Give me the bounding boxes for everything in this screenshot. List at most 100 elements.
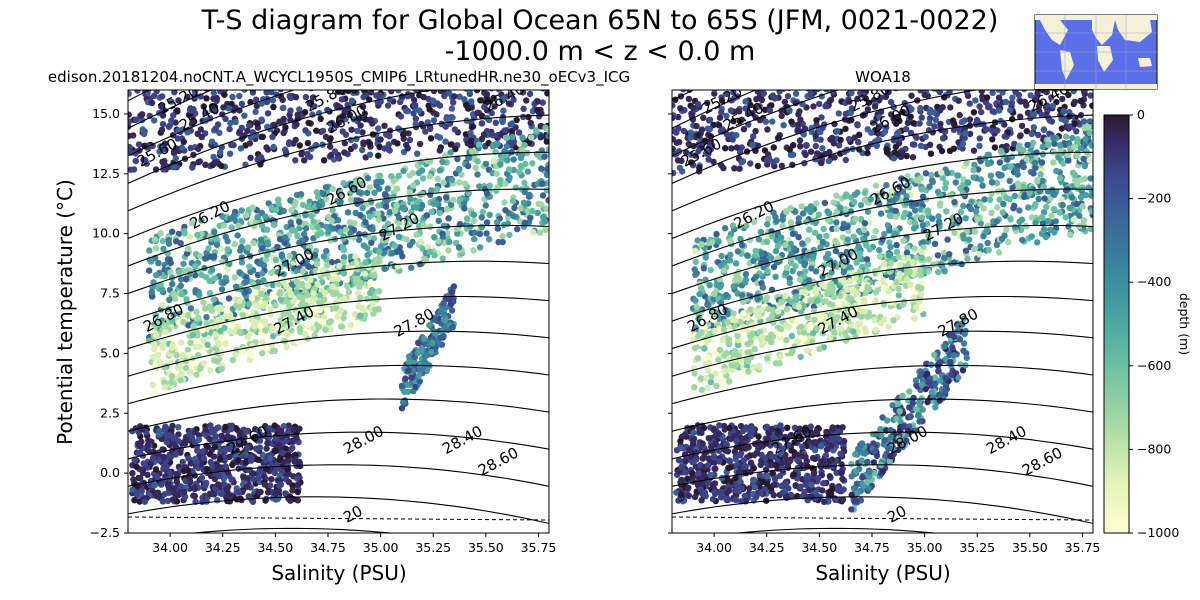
ts-point [371,271,378,279]
ts-point [979,182,986,189]
ts-point [364,251,371,259]
ts-point [274,243,281,251]
ts-point [257,260,264,267]
ts-point [696,76,702,82]
ts-point [193,443,201,450]
ts-point [214,497,221,504]
ts-point [192,359,200,367]
ts-point [917,60,923,66]
ts-point [173,238,180,245]
ts-point [133,463,140,471]
density-contour [128,260,549,322]
ts-point [445,247,452,254]
ts-point [451,126,459,133]
ts-point [448,105,456,112]
ts-point [1076,212,1083,220]
ts-point [833,128,841,135]
ts-point [159,237,167,245]
ts-point [160,245,167,253]
ts-point [385,229,393,236]
ts-point [299,280,306,288]
ts-point [361,110,368,117]
ts-point [302,225,310,232]
ts-point [277,90,284,93]
ts-point [519,90,527,96]
ts-point [222,423,229,431]
ts-point [443,194,450,201]
ts-point [952,179,959,186]
density-contour [128,151,549,240]
ts-point [242,459,249,466]
ts-point [248,295,256,302]
ts-point [156,148,163,155]
ts-point [383,61,389,67]
ts-point [341,61,347,67]
ts-point [991,108,998,116]
ts-point [306,100,313,107]
ts-point [188,360,195,367]
ts-point [276,472,284,479]
ts-point [854,122,861,129]
ts-point [989,127,996,134]
ts-point [272,256,280,264]
ts-point [242,288,249,295]
left-y-axis-label: Potential temperature (°C) [53,179,77,445]
ts-point [672,127,676,134]
ts-point [296,460,303,467]
ts-point [345,288,353,296]
ts-point [842,125,849,133]
ts-point [282,124,289,131]
ts-point [354,197,362,204]
ts-point [166,296,173,304]
ts-point [907,113,914,121]
ts-point [530,229,537,236]
ts-point [296,425,303,432]
ts-point [728,81,734,87]
ts-point [994,127,1001,134]
ts-point [489,132,496,139]
ts-point [1024,109,1032,117]
ts-point [298,151,305,158]
ts-point [508,148,515,156]
ts-point [812,79,818,85]
ts-point [835,142,843,149]
ts-point [995,249,1003,256]
ts-point [1027,76,1033,82]
ts-point [695,131,702,139]
ts-point [516,140,523,148]
ts-point [168,98,175,105]
ts-point [436,167,443,174]
ts-point [375,125,382,132]
ts-point [926,119,933,127]
ts-point [1003,55,1009,61]
ts-point [783,264,791,271]
ts-point [515,168,523,175]
ts-point [488,109,495,117]
ts-point [301,109,309,116]
ts-point [214,463,222,470]
ts-point [175,424,182,431]
ts-point [428,348,435,356]
ts-point [1027,92,1034,99]
ts-point [357,122,364,129]
ts-point [1071,98,1079,106]
ts-point [820,225,827,233]
ts-point [177,377,184,384]
ts-point [241,90,248,93]
ts-point [201,305,209,312]
ts-point [168,379,175,386]
ts-point [391,242,399,249]
ts-point [182,364,190,372]
ts-point [718,97,726,104]
ts-point [841,71,847,77]
ts-point [892,143,899,151]
ts-point [422,353,429,360]
ts-point [185,322,192,329]
ts-point [418,238,425,245]
ts-point [249,476,257,483]
ts-point [976,103,983,110]
ts-point [347,196,354,203]
ts-point [872,227,879,235]
ts-point [336,191,344,199]
ts-point [347,253,355,260]
